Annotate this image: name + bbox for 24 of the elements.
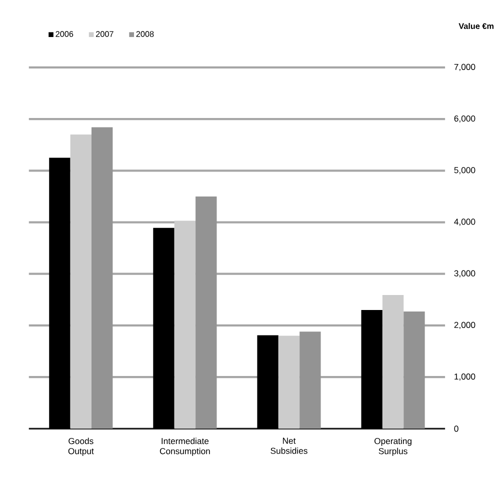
x-tick-label: Intermediate Consumption xyxy=(160,438,210,456)
x-tick-label: Operating Surplus xyxy=(374,438,412,456)
legend-label: 2007 xyxy=(96,31,114,38)
y-tick-label: 2,000 xyxy=(454,322,476,330)
y-tick-label: 1,000 xyxy=(454,374,476,381)
bar xyxy=(92,127,113,429)
x-tick-label: Goods Output xyxy=(68,438,94,456)
x-tick-label: Net Subsidies xyxy=(270,438,308,454)
bar xyxy=(196,196,217,429)
y-tick-label: 4,000 xyxy=(454,218,476,226)
y-tick-label: 3,000 xyxy=(454,270,476,278)
bar xyxy=(382,295,404,429)
legend-label: 2006 xyxy=(56,31,74,38)
bar xyxy=(70,134,92,429)
legend-label: 2008 xyxy=(136,31,154,38)
bar xyxy=(404,312,425,429)
y-tick-label: 7,000 xyxy=(454,64,476,72)
y-axis-title: Value €m xyxy=(458,23,494,30)
y-tick-label: 5,000 xyxy=(454,167,476,174)
y-tick-label: 6,000 xyxy=(454,116,476,123)
bar xyxy=(174,220,196,429)
bar xyxy=(300,332,321,429)
bar xyxy=(278,336,300,429)
y-tick-label: 0 xyxy=(454,426,458,432)
